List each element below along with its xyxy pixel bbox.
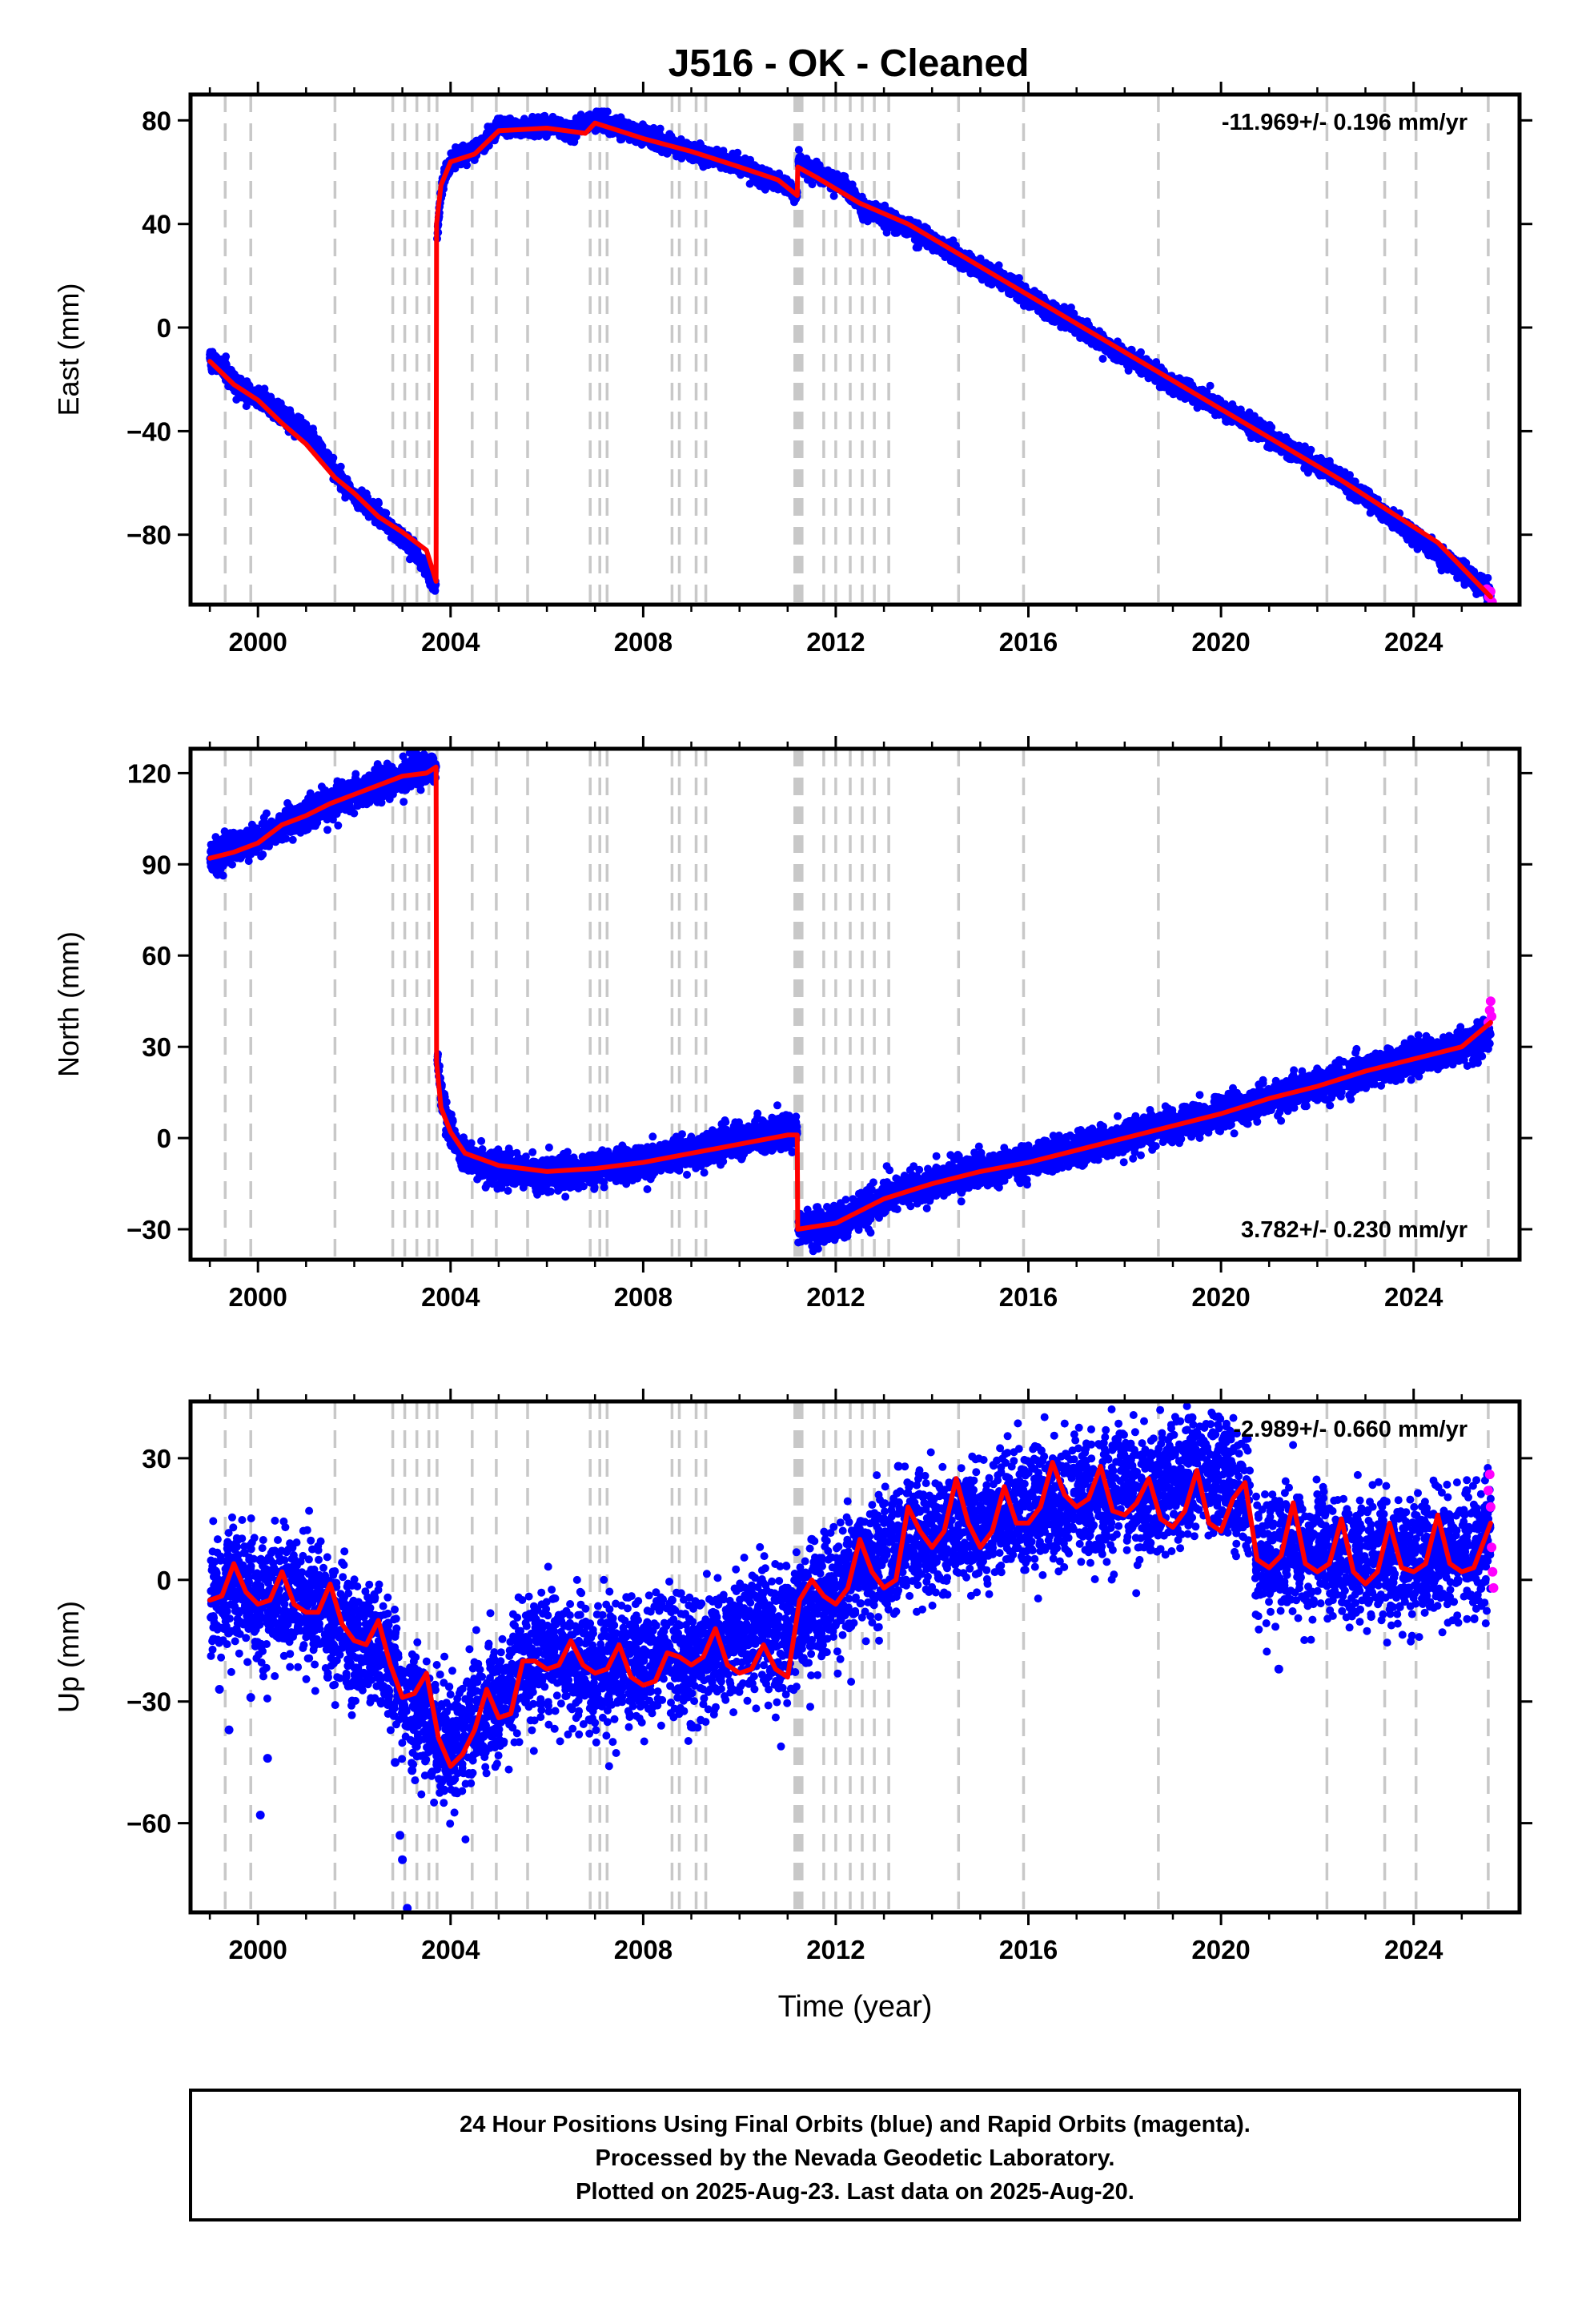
data-point: [655, 130, 664, 139]
data-point: [311, 442, 320, 451]
figure-title: J516 - OK - Cleaned: [669, 42, 1030, 85]
data-point: [224, 365, 233, 374]
data-point: [745, 159, 753, 167]
data-point: [677, 154, 686, 163]
data-point: [961, 262, 970, 271]
data-point: [829, 191, 838, 200]
data-point: [585, 110, 594, 119]
data-point: [761, 185, 769, 194]
data-point: [278, 410, 287, 419]
data-point: [334, 465, 342, 474]
data-point: [255, 384, 263, 393]
data-point: [976, 271, 985, 279]
data-point: [880, 223, 889, 231]
data-point: [412, 547, 420, 556]
data-point: [323, 448, 331, 457]
data-point: [297, 428, 306, 437]
data-point: [262, 393, 271, 401]
data-point: [512, 118, 521, 127]
data-point: [464, 147, 472, 155]
data-point: [242, 402, 251, 411]
data-point: [994, 261, 1003, 270]
data-point: [1049, 313, 1058, 322]
data-point: [230, 370, 239, 379]
plot-area: [206, 94, 1497, 605]
data-point: [692, 155, 701, 163]
data-point: [596, 115, 604, 124]
data-point: [456, 160, 465, 169]
data-point: [763, 179, 772, 187]
data-point: [260, 384, 269, 393]
data-point: [773, 182, 781, 191]
data-point: [617, 117, 626, 126]
data-point: [412, 555, 420, 564]
data-point: [392, 536, 400, 545]
data-point: [463, 161, 471, 170]
data-point: [640, 126, 648, 135]
data-point: [990, 278, 998, 287]
data-point: [670, 136, 679, 145]
data-point: [1085, 335, 1094, 344]
data-point: [520, 130, 528, 139]
data-point: [794, 146, 803, 155]
data-point: [424, 569, 432, 578]
data-point: [286, 411, 295, 420]
data-point: [530, 132, 539, 141]
data-point: [374, 497, 383, 506]
data-point: [454, 150, 463, 159]
data-point: [1098, 355, 1107, 363]
data-point: [699, 163, 708, 171]
east-panel: 2000 2004 2008 2012 2016 2020 202480400−40−80E…: [52, 82, 1532, 657]
data-point: [861, 214, 869, 223]
